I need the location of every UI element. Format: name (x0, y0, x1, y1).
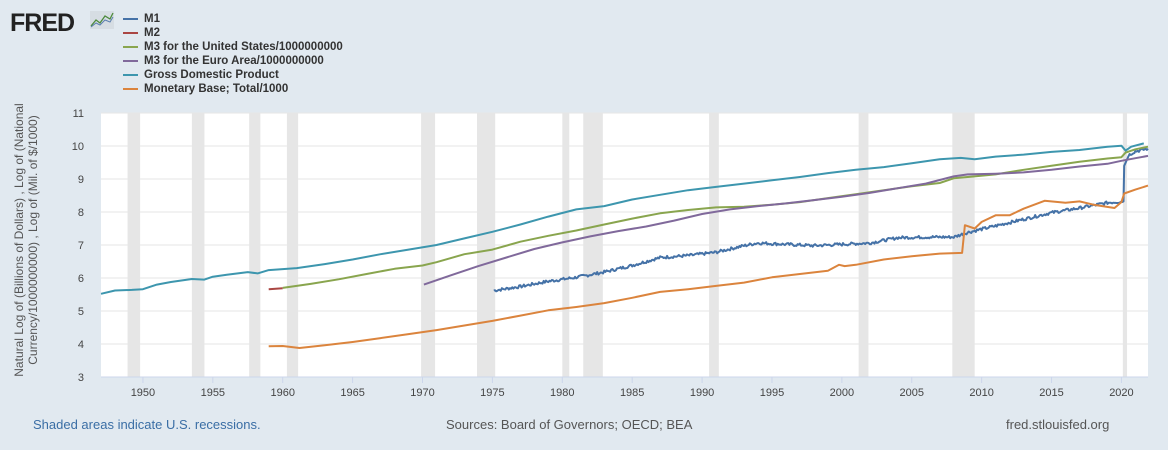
x-tick-label: 1955 (201, 387, 225, 399)
series-line-m1 (493, 147, 1149, 293)
chart-line-icon (90, 11, 114, 29)
legend-item[interactable]: M3 for the United States/1000000000 (123, 40, 343, 54)
legend-item[interactable]: Gross Domestic Product (123, 68, 343, 82)
line-chart: 3 4 5 6 7 8 9 10 11 1950 1955 1960 1965 1970 1975 1980 1… (72, 108, 1149, 399)
x-tick-label: 1995 (760, 387, 784, 399)
legend-swatch (123, 60, 138, 62)
recession-note: Shaded areas indicate U.S. recessions. (33, 417, 261, 432)
legend-label: M2 (144, 27, 160, 39)
x-tick-label: 1990 (690, 387, 714, 399)
chart-legend: M1 M2 M3 for the United States/1000000000 M… (123, 12, 343, 96)
x-tick-label: 1960 (270, 387, 294, 399)
x-tick-label: 1950 (131, 387, 155, 399)
legend-swatch (123, 32, 138, 34)
legend-swatch (123, 88, 138, 90)
legend-label: M3 for the Euro Area/1000000000 (144, 55, 324, 67)
x-tick-label: 2020 (1109, 387, 1133, 399)
legend-label: M1 (144, 13, 160, 25)
legend-label: M3 for the United States/1000000000 (144, 41, 343, 53)
x-tick-label: 1970 (410, 387, 434, 399)
y-tick-label: 5 (78, 306, 84, 318)
x-tick-label: 1980 (550, 387, 574, 399)
y-tick-label: 9 (78, 174, 84, 186)
legend-item[interactable]: M2 (123, 26, 343, 40)
legend-item[interactable]: M3 for the Euro Area/1000000000 (123, 54, 343, 68)
y-tick-label: 10 (72, 141, 84, 153)
legend-swatch (123, 74, 138, 76)
y-tick-label: 3 (78, 372, 84, 384)
y-tick-label: 8 (78, 207, 84, 219)
y-tick-label: 6 (78, 273, 84, 285)
y-tick-label: 4 (78, 339, 84, 351)
site-link[interactable]: fred.stlouisfed.org (1006, 417, 1110, 432)
series-line-m2 (268, 287, 283, 291)
legend-swatch (123, 18, 138, 20)
y-tick-label: 7 (78, 240, 84, 252)
legend-item[interactable]: Monetary Base; Total/1000 (123, 82, 343, 96)
legend-item[interactable]: M1 (123, 12, 343, 26)
y-tick-label: 11 (73, 108, 84, 120)
x-tick-label: 2000 (830, 387, 854, 399)
x-tick-label: 1985 (620, 387, 644, 399)
legend-label: Gross Domestic Product (144, 69, 279, 81)
series-line-gross-domestic-product (100, 142, 1145, 295)
sources-text: Sources: Board of Governors; OECD; BEA (446, 417, 693, 432)
x-tick-label: 1975 (480, 387, 504, 399)
legend-label: Monetary Base; Total/1000 (144, 83, 289, 95)
legend-swatch (123, 46, 138, 48)
x-tick-label: 2010 (969, 387, 993, 399)
fred-logo[interactable]: FRED (10, 9, 75, 37)
series-line-monetary-base-total-1000 (268, 184, 1149, 349)
x-tick-label: 2005 (900, 387, 924, 399)
x-tick-label: 1965 (340, 387, 364, 399)
x-tick-label: 2015 (1039, 387, 1063, 399)
series-line-m3-for-the-euro-area-1000000000 (423, 154, 1149, 286)
